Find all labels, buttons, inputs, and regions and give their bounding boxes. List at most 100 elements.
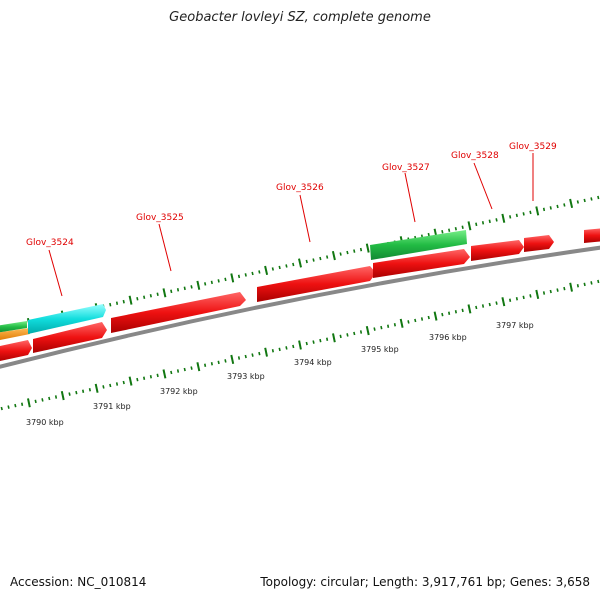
lower-track-minor-tick [136, 377, 139, 382]
lower-track-minor-tick [115, 382, 119, 386]
scale-label-3797: 3797 kbp [496, 321, 534, 330]
scale-label-3795: 3795 kbp [361, 345, 399, 354]
lower-track-minor-tick [414, 318, 417, 323]
lower-track-major-tick [433, 311, 438, 321]
gene-label-glov-3524[interactable]: Glov_3524 [26, 238, 74, 248]
lower-track-minor-tick [326, 337, 329, 341]
upper-track-minor-tick [237, 274, 241, 279]
lower-track-minor-tick [285, 346, 288, 350]
upper-track-minor-tick [346, 250, 349, 255]
upper-track-major-tick [467, 221, 472, 231]
scale-label-3791: 3791 kbp [93, 402, 131, 411]
gene-feature-orange[interactable] [0, 328, 30, 341]
lower-track-minor-tick [34, 399, 37, 404]
gene-feature-glov-3525[interactable] [111, 292, 246, 333]
lower-track-minor-tick [82, 389, 85, 393]
gene-track-lower [0, 228, 600, 362]
gene-feature-cyan[interactable] [28, 304, 106, 334]
lower-track-minor-tick [515, 297, 518, 301]
lower-track-major-tick [264, 347, 268, 357]
lower-track-minor-tick [170, 370, 173, 375]
upper-track-minor-tick [542, 207, 546, 212]
upper-track-minor-tick [204, 282, 207, 286]
gene-label-glov-3529[interactable]: Glov_3529 [509, 142, 557, 152]
upper-track-minor-tick [285, 264, 288, 268]
upper-track-minor-tick [597, 195, 600, 200]
lower-track-minor-tick [481, 304, 485, 308]
lower-track-minor-tick [393, 323, 396, 327]
gene-feature-edge-right[interactable] [584, 228, 600, 243]
lower-track-minor-tick [176, 369, 180, 373]
lower-track-minor-tick [448, 311, 451, 315]
gene-label-glov-3526[interactable]: Glov_3526 [276, 183, 324, 193]
genome-title: Geobacter lovleyi SZ, complete genome [169, 10, 431, 25]
gene-feature-glov-3526[interactable] [257, 266, 376, 302]
upper-track-minor-tick [244, 273, 247, 277]
upper-track-minor-tick [319, 256, 322, 261]
upper-track-minor-tick [326, 255, 329, 259]
lower-track-minor-tick [292, 344, 295, 349]
upper-track-minor-tick [509, 215, 512, 219]
upper-track-major-tick [331, 250, 336, 261]
upper-track-major-tick [535, 206, 540, 216]
lower-track-minor-tick [210, 362, 213, 366]
lower-track-minor-tick [420, 317, 424, 321]
lower-track-minor-tick [556, 288, 559, 292]
upper-track-minor-tick [176, 288, 180, 292]
accession-text: Accession: NC_010814 [10, 575, 147, 589]
upper-track-minor-tick [210, 280, 213, 285]
lower-track-minor-tick [346, 333, 349, 337]
upper-track-minor-tick [475, 222, 478, 227]
gene-feature-glov-3524[interactable] [33, 322, 107, 353]
lower-track-minor-tick [475, 305, 478, 310]
upper-track-major-tick [264, 265, 269, 276]
upper-track-major-tick [196, 280, 201, 290]
upper-track-minor-tick [183, 286, 186, 291]
upper-track-minor-tick [115, 301, 119, 305]
upper-track-minor-tick [170, 289, 173, 294]
lower-track-major-tick [399, 318, 404, 328]
lower-track-minor-tick [0, 406, 3, 411]
upper-track-major-tick [365, 243, 370, 253]
lower-track-minor-tick [583, 282, 586, 287]
lower-track-minor-tick [21, 402, 24, 406]
leader-glov-3524 [48, 249, 63, 297]
gene-track-upper [0, 230, 467, 341]
gene-feature-glov-3527[interactable] [373, 249, 470, 278]
lower-track-major-tick [230, 354, 235, 365]
gene-feature-edge-left[interactable] [0, 340, 32, 362]
lower-track-minor-tick [156, 373, 159, 378]
upper-track-minor-tick [251, 271, 254, 276]
gene-label-glov-3525[interactable]: Glov_3525 [136, 213, 184, 223]
upper-track-minor-tick [190, 285, 193, 289]
gene-feature-green-right[interactable] [370, 230, 467, 260]
lower-track-minor-tick [353, 331, 356, 336]
lower-track-minor-tick [427, 315, 430, 320]
lower-tick-track [0, 279, 600, 411]
upper-track-major-tick [298, 258, 302, 268]
scale-label-3796: 3796 kbp [429, 333, 467, 342]
genome-summary-text: Topology: circular; Length: 3,917,761 bp… [260, 575, 590, 589]
lower-track-major-tick [501, 297, 506, 307]
lower-track-minor-tick [522, 295, 525, 300]
upper-track-minor-tick [271, 267, 274, 271]
lower-track-minor-tick [359, 330, 363, 334]
upper-track-major-tick [162, 288, 167, 298]
upper-track-minor-tick [109, 302, 112, 307]
upper-track-minor-tick [549, 206, 552, 210]
lower-track-minor-tick [224, 359, 227, 363]
gene-feature-glov-3529[interactable] [524, 235, 554, 252]
gene-feature-glov-3528[interactable] [471, 240, 524, 261]
upper-track-minor-tick [563, 203, 566, 207]
lower-track-minor-tick [597, 279, 600, 284]
lower-track-minor-tick [14, 403, 17, 408]
leader-glov-3527 [404, 172, 416, 223]
lower-track-minor-tick [7, 405, 10, 409]
gene-feature-green-left[interactable] [0, 321, 27, 333]
lower-track-minor-tick [488, 302, 491, 307]
gene-label-glov-3528[interactable]: Glov_3528 [451, 151, 499, 161]
lower-track-minor-tick [387, 324, 390, 328]
upper-track-minor-tick [488, 219, 491, 224]
lower-track-minor-tick [441, 312, 444, 317]
gene-label-glov-3527[interactable]: Glov_3527 [382, 163, 430, 173]
